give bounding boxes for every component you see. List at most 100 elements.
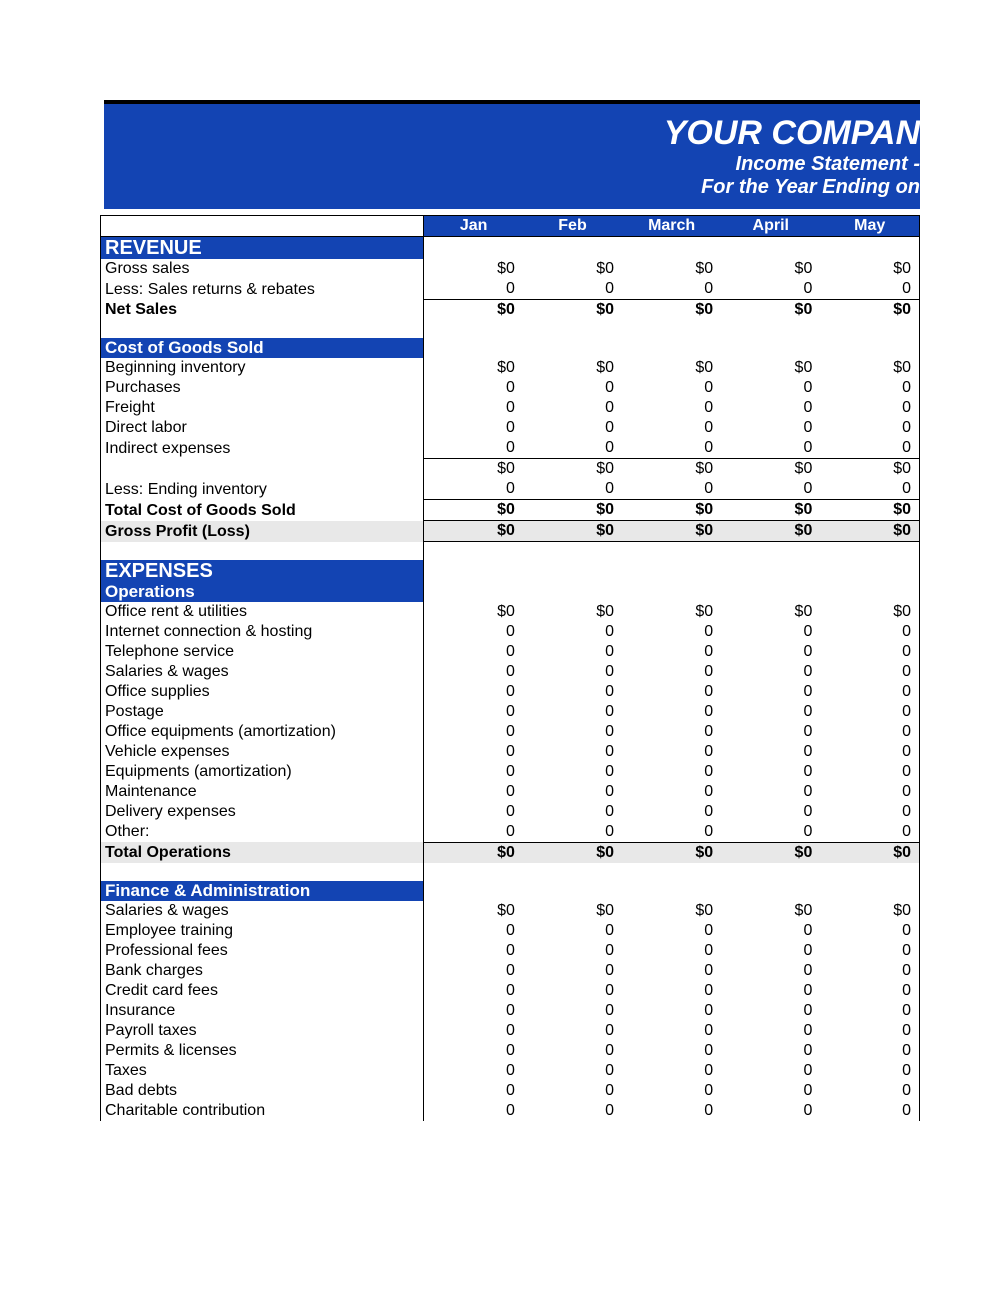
cell-value: $0 bbox=[424, 500, 523, 521]
cell-value: 0 bbox=[820, 1041, 919, 1061]
cell-value: 0 bbox=[820, 1101, 919, 1121]
cell-value: $0 bbox=[424, 259, 523, 279]
spacer-row bbox=[101, 320, 920, 338]
cell-value: 0 bbox=[424, 1101, 523, 1121]
cell-value: 0 bbox=[523, 762, 622, 782]
cell-value: $0 bbox=[622, 259, 721, 279]
cell-value: 0 bbox=[523, 722, 622, 742]
row-label: Internet connection & hosting bbox=[101, 622, 424, 642]
finance-row: Insurance00000 bbox=[101, 1001, 920, 1021]
cell-value: 0 bbox=[721, 1081, 820, 1101]
month-header: March bbox=[622, 216, 721, 237]
cell-value: 0 bbox=[424, 479, 523, 500]
finance-row: Charitable contribution00000 bbox=[101, 1101, 920, 1121]
row-label: Gross Profit (Loss) bbox=[101, 521, 424, 542]
cell-value: 0 bbox=[820, 1021, 919, 1041]
operations-row: Delivery expenses00000 bbox=[101, 802, 920, 822]
cell-value: 0 bbox=[721, 742, 820, 762]
cell-value: $0 bbox=[622, 602, 721, 622]
cell-value: 0 bbox=[622, 822, 721, 843]
row-label: Vehicle expenses bbox=[101, 742, 424, 762]
cell-value: $0 bbox=[523, 459, 622, 480]
cell-value: $0 bbox=[820, 500, 919, 521]
subsection-header-row: Finance & Administration bbox=[101, 881, 920, 901]
cell-value: 0 bbox=[721, 762, 820, 782]
cell-value: 0 bbox=[820, 941, 919, 961]
cell-value: $0 bbox=[820, 358, 919, 378]
cell-value: 0 bbox=[622, 941, 721, 961]
cell-value: 0 bbox=[523, 802, 622, 822]
section-header-row: EXPENSES bbox=[101, 560, 920, 582]
revenue-row: Less: Sales returns & rebates00000 bbox=[101, 279, 920, 300]
row-label: Charitable contribution bbox=[101, 1101, 424, 1121]
cell-value: 0 bbox=[424, 378, 523, 398]
cell-value: 0 bbox=[622, 378, 721, 398]
cell-value: 0 bbox=[622, 662, 721, 682]
cell-value: 0 bbox=[721, 1101, 820, 1121]
cell-value: $0 bbox=[424, 300, 523, 321]
cell-value: 0 bbox=[523, 418, 622, 438]
row-label: Office supplies bbox=[101, 682, 424, 702]
net-sales-row: Net Sales$0$0$0$0$0 bbox=[101, 300, 920, 321]
operations-row: Office rent & utilities$0$0$0$0$0 bbox=[101, 602, 920, 622]
cell-value: 0 bbox=[721, 1061, 820, 1081]
finance-row: Professional fees00000 bbox=[101, 941, 920, 961]
cell-value: 0 bbox=[523, 378, 622, 398]
cell-value: 0 bbox=[721, 479, 820, 500]
cell-value: 0 bbox=[523, 642, 622, 662]
cell-value: 0 bbox=[622, 961, 721, 981]
row-label: Postage bbox=[101, 702, 424, 722]
cell-value: 0 bbox=[424, 702, 523, 722]
cell-value: $0 bbox=[622, 521, 721, 542]
row-label: Salaries & wages bbox=[101, 662, 424, 682]
row-label: Total Cost of Goods Sold bbox=[101, 500, 424, 521]
total-cogs-row: Total Cost of Goods Sold$0$0$0$0$0 bbox=[101, 500, 920, 521]
cell-value: 0 bbox=[424, 279, 523, 300]
cell-value: 0 bbox=[820, 802, 919, 822]
row-label: Gross sales bbox=[101, 259, 424, 279]
revenue-row: Gross sales$0$0$0$0$0 bbox=[101, 259, 920, 279]
row-label: Payroll taxes bbox=[101, 1021, 424, 1041]
cogs-row: Purchases00000 bbox=[101, 378, 920, 398]
cell-value: 0 bbox=[820, 742, 919, 762]
subsection-title: Cost of Goods Sold bbox=[101, 338, 424, 358]
cell-value: 0 bbox=[820, 1081, 919, 1101]
finance-row: Payroll taxes00000 bbox=[101, 1021, 920, 1041]
cell-value: 0 bbox=[523, 702, 622, 722]
operations-row: Other:00000 bbox=[101, 822, 920, 843]
cell-value: 0 bbox=[721, 682, 820, 702]
cell-value: 0 bbox=[424, 642, 523, 662]
cell-value: $0 bbox=[721, 500, 820, 521]
cell-value: 0 bbox=[424, 782, 523, 802]
subsection-title: Finance & Administration bbox=[101, 881, 424, 901]
cell-value: 0 bbox=[523, 1061, 622, 1081]
operations-row: Vehicle expenses00000 bbox=[101, 742, 920, 762]
cell-value: 0 bbox=[523, 398, 622, 418]
cell-value: 0 bbox=[721, 378, 820, 398]
cell-value: 0 bbox=[622, 1001, 721, 1021]
cell-value: 0 bbox=[622, 398, 721, 418]
finance-row: Permits & licenses00000 bbox=[101, 1041, 920, 1061]
cell-value: 0 bbox=[523, 479, 622, 500]
cell-value: $0 bbox=[523, 358, 622, 378]
cell-value: 0 bbox=[424, 762, 523, 782]
cell-value: 0 bbox=[820, 662, 919, 682]
cell-value: 0 bbox=[721, 921, 820, 941]
cell-value: 0 bbox=[622, 742, 721, 762]
cell-value: 0 bbox=[721, 642, 820, 662]
finance-row: Bank charges00000 bbox=[101, 961, 920, 981]
cell-value: 0 bbox=[721, 981, 820, 1001]
row-label: Bank charges bbox=[101, 961, 424, 981]
cell-value: 0 bbox=[523, 662, 622, 682]
finance-row: Salaries & wages$0$0$0$0$0 bbox=[101, 901, 920, 921]
income-statement-table: JanFebMarchAprilMayREVENUEGross sales$0$… bbox=[100, 215, 920, 1121]
period-line: For the Year Ending on bbox=[104, 176, 920, 199]
cell-value: 0 bbox=[721, 398, 820, 418]
cell-value: 0 bbox=[523, 1081, 622, 1101]
subsection-header-row: Operations bbox=[101, 582, 920, 602]
cell-value: 0 bbox=[721, 722, 820, 742]
row-label: Purchases bbox=[101, 378, 424, 398]
cell-value: 0 bbox=[820, 981, 919, 1001]
cell-value: 0 bbox=[424, 418, 523, 438]
operations-row: Office equipments (amortization)00000 bbox=[101, 722, 920, 742]
